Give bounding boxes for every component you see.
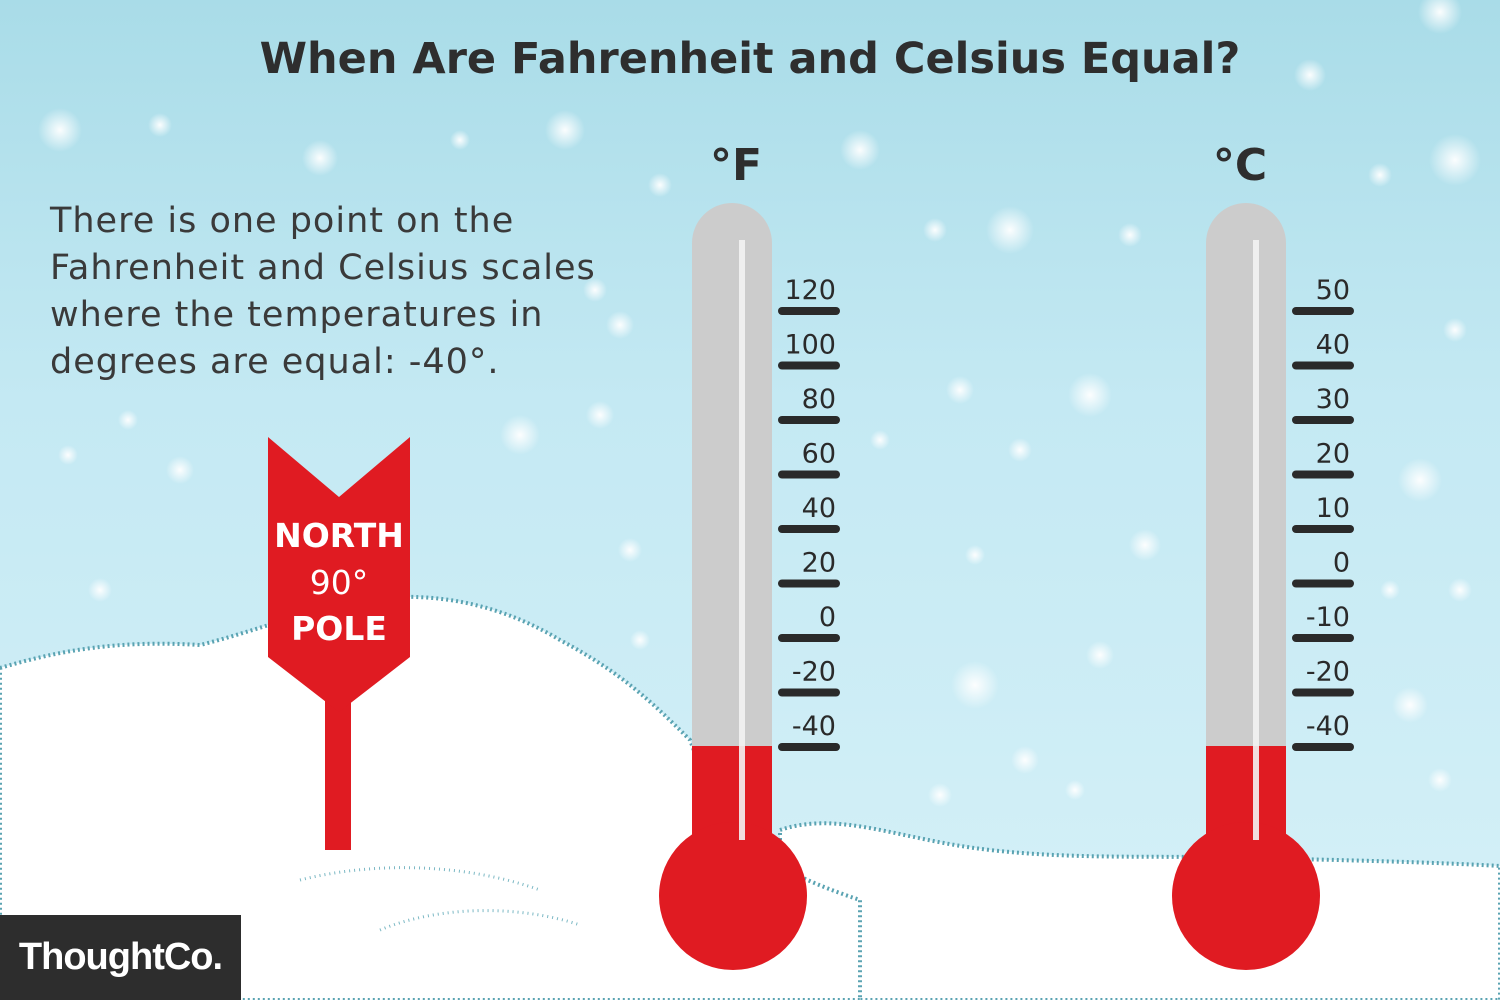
celsius-unit-label: °C [1212, 140, 1268, 191]
tick-mark [1292, 307, 1354, 315]
tick-mark [778, 361, 840, 370]
sign-degrees-label: 90° [309, 563, 369, 602]
tick-label: 0 [1333, 548, 1350, 579]
tick-label: -20 [1306, 657, 1350, 688]
sign-pole-label: POLE [291, 609, 387, 648]
tick-label: -10 [1306, 602, 1350, 633]
tick-label: 40 [1316, 330, 1350, 361]
celsius-thermometer: 50 40 30 20 10 0 -10 -20 -40 [1172, 203, 1354, 970]
tick-mark [778, 525, 840, 533]
page-title: When Are Fahrenheit and Celsius Equal? [259, 34, 1241, 84]
tick-label: -40 [1306, 711, 1350, 742]
tick-label: 20 [802, 548, 836, 579]
tick-label: 80 [802, 384, 836, 415]
tick-mark [1292, 525, 1354, 533]
thermometer-tube [692, 203, 772, 903]
tick-mark [778, 743, 840, 751]
intro-line: degrees are equal: -40°. [50, 342, 500, 382]
intro-line: where the temperatures in [50, 295, 544, 335]
tick-mark [778, 579, 840, 588]
thermometer-bulb [1172, 822, 1320, 970]
tick-mark [778, 416, 840, 424]
celsius-scale: 50 40 30 20 10 0 -10 -20 -40 [1292, 275, 1354, 751]
north-pole-sign [268, 437, 410, 850]
sign-north-label: NORTH [274, 516, 404, 555]
intro-text: There is one point on the Fahrenheit and… [50, 198, 650, 386]
tick-mark [778, 688, 840, 697]
tick-label: 60 [802, 439, 836, 470]
tick-mark [1292, 579, 1354, 588]
fahrenheit-scale: 120 100 80 60 40 20 0 -20 -40 [778, 275, 840, 751]
tick-mark [1292, 361, 1354, 370]
tick-mark [1292, 743, 1354, 751]
intro-line: Fahrenheit and Celsius scales [50, 248, 596, 288]
tick-label: -40 [792, 711, 836, 742]
thoughtco-logo: ThoughtCo. [0, 915, 241, 1000]
tick-label: 120 [784, 275, 836, 306]
tick-label: 20 [1316, 439, 1350, 470]
tick-mark [1292, 634, 1354, 642]
fahrenheit-unit-label: °F [709, 140, 763, 191]
tick-label: 30 [1316, 384, 1350, 415]
fahrenheit-thermometer: 120 100 80 60 40 20 0 -20 -40 [659, 203, 840, 970]
snow-drifts [0, 594, 1500, 1000]
tick-mark [778, 470, 840, 479]
tick-label: 40 [802, 493, 836, 524]
thermometer-bulb [659, 822, 807, 970]
thermometer-tube [1206, 203, 1286, 903]
tick-mark [778, 634, 840, 642]
tick-label: -20 [792, 657, 836, 688]
tick-mark [1292, 688, 1354, 697]
tube-highlight [739, 240, 745, 840]
tick-label: 100 [784, 330, 836, 361]
tick-mark [778, 307, 840, 315]
tick-label: 0 [819, 602, 836, 633]
tick-mark [1292, 470, 1354, 479]
tick-mark [1292, 416, 1354, 424]
tick-label: 10 [1316, 493, 1350, 524]
intro-line: There is one point on the [50, 201, 515, 241]
tube-highlight [1253, 240, 1259, 840]
tick-label: 50 [1316, 275, 1350, 306]
snowflakes [38, 0, 1481, 807]
